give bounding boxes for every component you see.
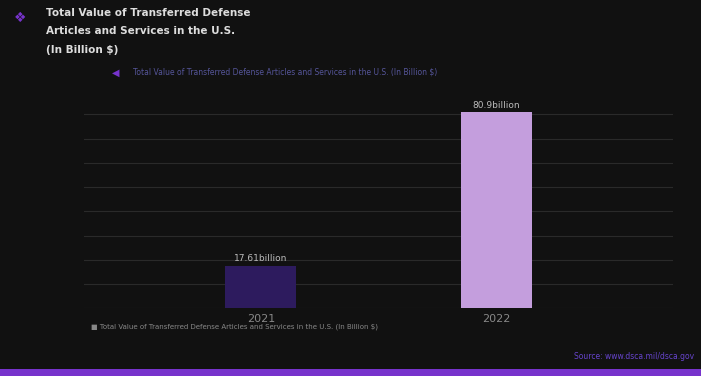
Text: 17.61billion: 17.61billion <box>234 254 287 263</box>
Text: Articles and Services in the U.S.: Articles and Services in the U.S. <box>46 26 235 36</box>
Text: 80.9billion: 80.9billion <box>472 101 520 110</box>
Text: ❖: ❖ <box>14 11 27 25</box>
Text: ◀: ◀ <box>112 68 120 78</box>
Text: ■ Total Value of Transferred Defense Articles and Services in the U.S. (In Billi: ■ Total Value of Transferred Defense Art… <box>91 323 378 330</box>
Bar <box>461 112 531 308</box>
Text: Total Value of Transferred Defense: Total Value of Transferred Defense <box>46 8 250 18</box>
Bar <box>226 266 296 308</box>
Text: (In Billion $): (In Billion $) <box>46 45 118 55</box>
Text: Source: www.dsca.mil/dsca.gov: Source: www.dsca.mil/dsca.gov <box>574 352 694 361</box>
Text: Total Value of Transferred Defense Articles and Services in the U.S. (In Billion: Total Value of Transferred Defense Artic… <box>133 68 437 77</box>
